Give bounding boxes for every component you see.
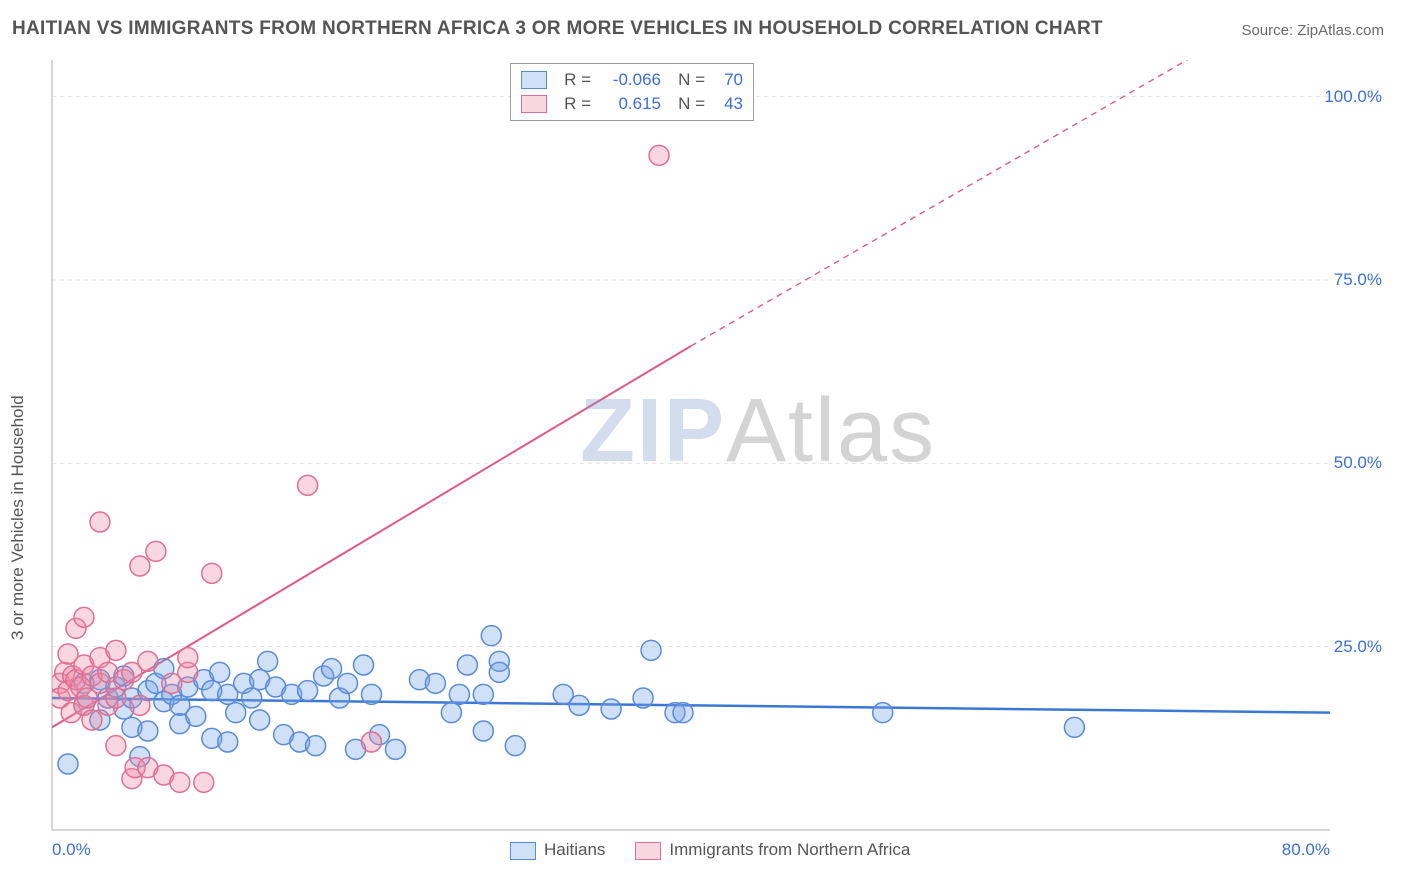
legend-row: R = 0.615 N = 43 [521,92,743,116]
legend-label: Haitians [544,840,605,859]
legend-item: Immigrants from Northern Africa [635,840,910,860]
y-tick-label: 25.0% [1334,637,1382,657]
x-tick-label: 80.0% [1282,840,1330,860]
scatter-chart: ZIPAtlas R = -0.066 N = 70 R = 0.615 N =… [50,60,1390,860]
legend-item: Haitians [510,840,605,860]
n-label: N = [669,94,705,114]
y-tick-label: 50.0% [1334,453,1382,473]
legend-swatch-haitians [521,71,547,89]
y-tick-label: 75.0% [1334,270,1382,290]
n-value: 70 [713,70,743,90]
legend-swatch-icon [635,842,661,860]
source-label: Source: ZipAtlas.com [1241,22,1384,39]
r-value: 0.615 [599,94,661,114]
y-tick-label: 100.0% [1324,87,1382,107]
y-axis-label: 3 or more Vehicles in Household [8,395,28,640]
legend-swatch-nafrica [521,95,547,113]
n-label: N = [669,70,705,90]
x-tick-label: 0.0% [52,840,91,860]
r-label: R = [555,70,591,90]
legend-label: Immigrants from Northern Africa [669,840,910,859]
chart-svg [50,60,1390,860]
legend-row: R = -0.066 N = 70 [521,68,743,92]
r-label: R = [555,94,591,114]
correlation-legend: R = -0.066 N = 70 R = 0.615 N = 43 [510,63,754,121]
series-legend: Haitians Immigrants from Northern Africa [510,840,910,860]
r-value: -0.066 [599,70,661,90]
n-value: 43 [713,94,743,114]
chart-title: HAITIAN VS IMMIGRANTS FROM NORTHERN AFRI… [12,18,1103,40]
legend-swatch-icon [510,842,536,860]
